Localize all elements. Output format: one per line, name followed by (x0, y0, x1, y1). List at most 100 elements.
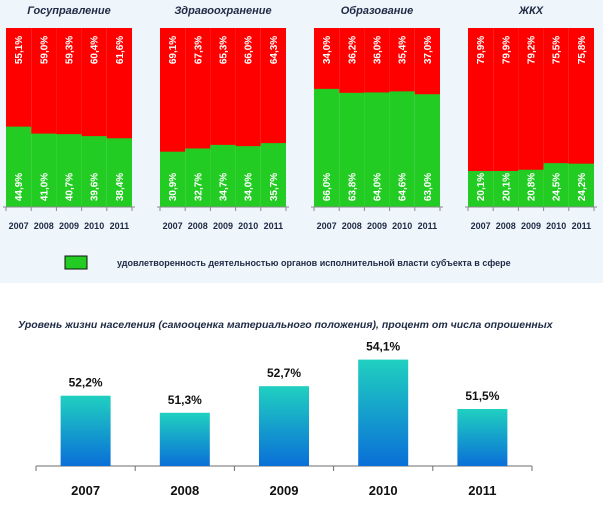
bar-red-segment (468, 28, 494, 172)
red-value-label: 79,9% (501, 36, 512, 64)
year-tick-label: 2011 (110, 221, 130, 231)
bar-value-label: 52,7% (267, 366, 301, 380)
living-standard-bar (358, 359, 409, 466)
bar-red-segment (314, 28, 340, 90)
green-value-label: 64,6% (398, 173, 409, 201)
green-value-label: 24,5% (552, 173, 563, 201)
bar-green-segment (364, 92, 390, 207)
living-standard-bar (259, 386, 309, 466)
year-tick-label: 2007 (471, 221, 491, 231)
red-value-label: 55,1% (14, 36, 25, 64)
green-value-label: 32,7% (193, 173, 204, 201)
bar-value-label: 54,1% (366, 340, 400, 354)
bar-green-segment (6, 126, 32, 207)
bar-red-segment (339, 28, 365, 94)
green-value-label: 44,9% (14, 173, 25, 201)
red-value-label: 75,8% (577, 36, 588, 64)
year-label: 2007 (71, 483, 100, 498)
bar-red-segment (235, 28, 261, 147)
group-title: ЖКХ (518, 5, 544, 17)
bar-red-segment (210, 28, 236, 146)
year-tick-label: 2008 (34, 221, 54, 231)
green-value-label: 34,7% (219, 173, 230, 201)
bar-value-label: 52,2% (69, 376, 103, 390)
bar-red-segment (518, 28, 544, 171)
year-tick-label: 2010 (546, 221, 566, 231)
year-tick-label: 2008 (342, 221, 362, 231)
living-standard-chart: 52,2% 2007 51,3% 2008 52,7% 2009 54,1% 2010 51,5… (35, 340, 533, 498)
bar-red-segment (6, 28, 32, 128)
year-label: 2008 (170, 483, 199, 498)
year-tick-label: 2009 (521, 221, 541, 231)
bar-green-segment (260, 143, 286, 207)
year-tick-label: 2011 (264, 221, 284, 231)
red-value-label: 36,2% (347, 36, 358, 64)
bar-green-segment (314, 88, 340, 207)
red-value-label: 79,9% (476, 36, 487, 64)
bar-red-segment (389, 28, 415, 92)
bar-red-segment (260, 28, 286, 144)
year-tick-label: 2007 (163, 221, 183, 231)
bar-red-segment (543, 28, 569, 164)
green-value-label: 35,7% (269, 173, 280, 201)
red-value-label: 79,2% (527, 36, 538, 64)
bar-green-segment (568, 163, 594, 207)
bar-green-segment (106, 138, 132, 207)
red-value-label: 67,3% (193, 36, 204, 64)
bar-green-segment (468, 171, 494, 207)
green-value-label: 20,8% (527, 173, 538, 201)
living-standard-bar (60, 395, 111, 466)
bar-red-segment (106, 28, 132, 139)
bar-green-segment (56, 134, 82, 207)
green-value-label: 34,0% (244, 173, 255, 201)
red-value-label: 66,0% (244, 36, 255, 64)
bar-red-segment (31, 28, 57, 135)
red-value-label: 34,0% (322, 36, 333, 64)
green-value-label: 39,6% (90, 173, 101, 201)
green-value-label: 38,4% (115, 173, 126, 201)
year-tick-label: 2009 (59, 221, 79, 231)
year-tick-label: 2011 (572, 221, 592, 231)
bar-green-segment (339, 92, 365, 207)
bar-green-segment (160, 151, 186, 207)
red-value-label: 60,4% (90, 36, 101, 64)
bar-red-segment (568, 28, 594, 165)
bar-green-segment (31, 133, 57, 207)
year-tick-label: 2007 (9, 221, 29, 231)
year-tick-label: 2007 (317, 221, 337, 231)
bar-red-segment (185, 28, 211, 149)
red-value-label: 75,5% (552, 36, 563, 64)
stacked-satisfaction-chart: Госуправление 55,1% 44,9% 2007 59,0% 41,0% 200… (3, 5, 597, 231)
year-label: 2011 (468, 483, 496, 498)
green-value-label: 63,0% (423, 173, 434, 201)
bar-green-segment (414, 94, 440, 207)
bar-green-segment (543, 163, 569, 207)
legend-swatch (64, 255, 88, 270)
legend-label: удовлетворенность деятельностью органов … (117, 258, 511, 268)
bar-green-segment (210, 144, 236, 207)
bar-green-segment (389, 91, 415, 207)
year-tick-label: 2010 (238, 221, 258, 231)
green-value-label: 20,1% (476, 173, 487, 201)
year-tick-label: 2011 (418, 221, 438, 231)
year-tick-label: 2010 (84, 221, 104, 231)
bar-green-segment (235, 146, 261, 207)
green-value-label: 64,0% (373, 173, 384, 201)
bar-red-segment (160, 28, 186, 153)
red-value-label: 59,0% (39, 36, 50, 64)
green-value-label: 63,8% (347, 173, 358, 201)
bar-green-segment (493, 171, 519, 207)
bar-green-segment (518, 169, 544, 207)
year-tick-label: 2008 (496, 221, 516, 231)
living-standard-bar (457, 409, 508, 466)
bar-red-segment (364, 28, 390, 93)
green-value-label: 66,0% (322, 173, 333, 201)
living-standard-bar (159, 412, 210, 466)
bar-red-segment (81, 28, 107, 137)
bar-red-segment (414, 28, 440, 95)
red-value-label: 69,1% (168, 36, 179, 64)
group-title: Образование (341, 5, 414, 17)
green-value-label: 30,9% (168, 173, 179, 201)
year-tick-label: 2008 (188, 221, 208, 231)
